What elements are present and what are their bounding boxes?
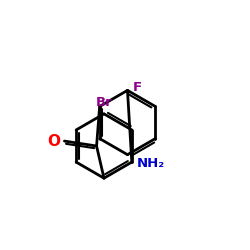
Text: F: F: [133, 82, 142, 94]
Text: NH₂: NH₂: [136, 157, 164, 170]
Text: Br: Br: [96, 96, 112, 110]
Text: O: O: [47, 134, 60, 148]
